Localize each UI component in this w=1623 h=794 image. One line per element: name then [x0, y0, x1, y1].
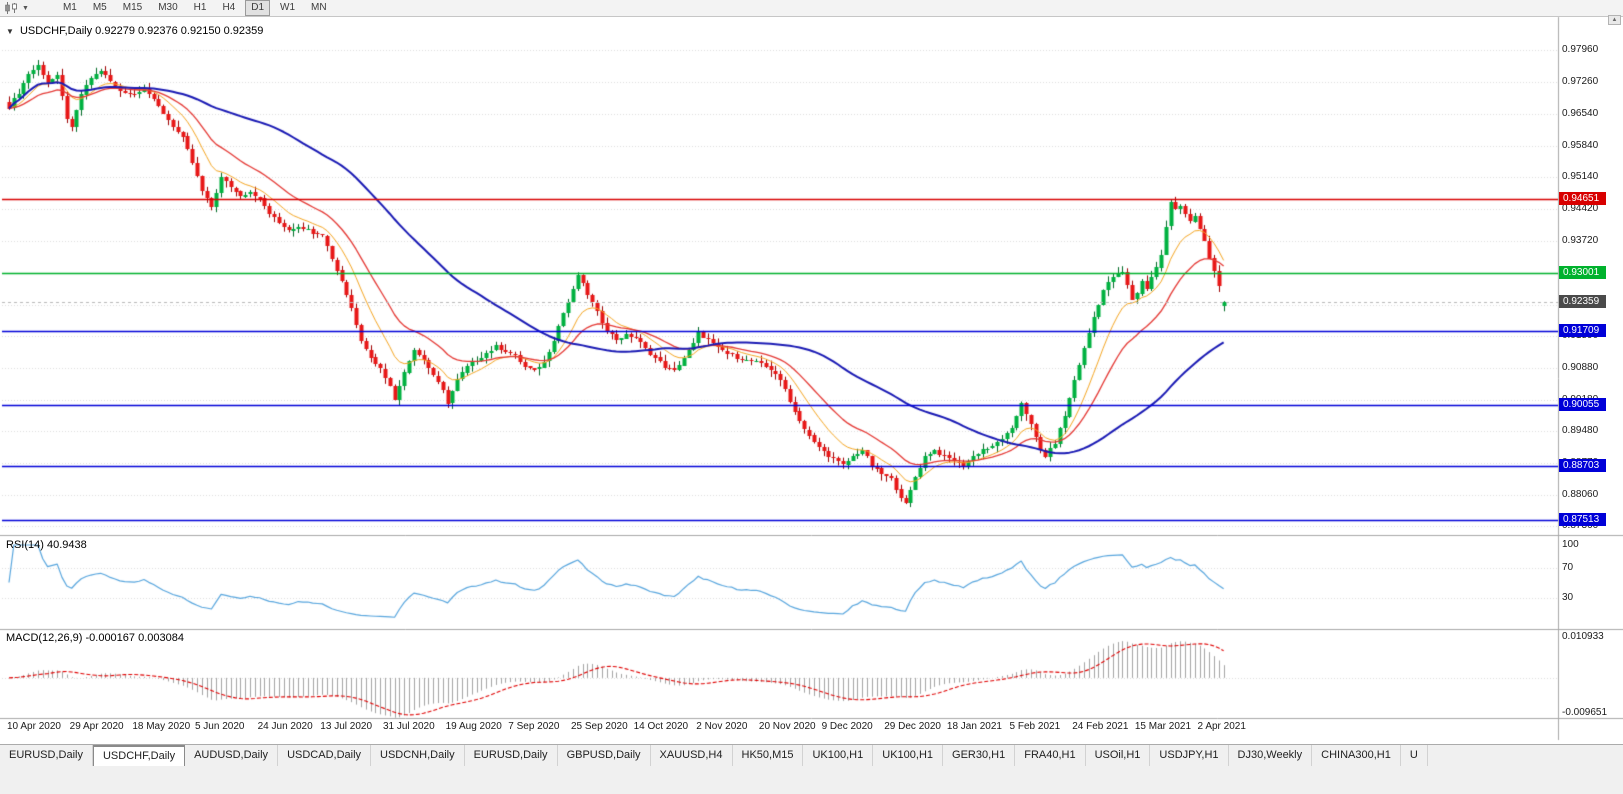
timeframe-button-h1[interactable]: H1: [193, 2, 207, 13]
chart-tab-uk100-h1[interactable]: UK100,H1: [803, 745, 874, 766]
top-toolbar: ▼ M1 M5 M15 M30 H1 H4 D1 W1 MN: [0, 0, 1623, 17]
chart-tab-audusd-daily[interactable]: AUDUSD,Daily: [185, 745, 279, 766]
chart-tabbar: EURUSD,Daily USDCHF,Daily AUDUSD,Daily USDC…: [0, 744, 1623, 766]
chevron-down-icon: ▼: [22, 4, 29, 12]
chart-tab-fra40-h1[interactable]: FRA40,H1: [1015, 745, 1086, 766]
timeframe-button-d1[interactable]: D1: [245, 0, 271, 16]
chart-tab-hk50-m15[interactable]: HK50,M15: [732, 745, 804, 766]
chart-tab-u[interactable]: U: [1400, 745, 1428, 766]
resistance-line-tag[interactable]: 0.94651: [1559, 191, 1606, 205]
chart-tab-gbpusd-daily[interactable]: GBPUSD,Daily: [557, 745, 651, 766]
chart-tab-dj30-weekly[interactable]: DJ30,Weekly: [1228, 745, 1313, 766]
chart-tab-usdjpy-h1[interactable]: USDJPY,H1: [1150, 745, 1229, 766]
timeframe-button-m30[interactable]: M30: [158, 2, 178, 13]
chart-tab-usdchf-daily[interactable]: USDCHF,Daily: [92, 745, 186, 766]
timeframe-button-m5[interactable]: M5: [92, 2, 107, 13]
support-line-tag[interactable]: 0.90055: [1559, 398, 1606, 412]
support-line-tag[interactable]: 0.91709: [1559, 324, 1606, 338]
chart-tab-china300-h1[interactable]: CHINA300,H1: [1312, 745, 1401, 766]
chart-tab-xauusd-h4[interactable]: XAUUSD,H4: [650, 745, 733, 766]
chart-tab-uk100-h1[interactable]: UK100,H1: [873, 745, 944, 766]
chart-tab-eurusd-daily[interactable]: EURUSD,Daily: [0, 745, 93, 766]
collapse-subwindow-icon[interactable]: ▼: [6, 27, 14, 36]
candlestick-chart-icon: [5, 2, 17, 14]
chart-tab-usdcnh-daily[interactable]: USDCNH,Daily: [371, 745, 465, 766]
timeframe-button-w1[interactable]: W1: [280, 2, 296, 13]
timeframe-button-h4[interactable]: H4: [222, 2, 236, 13]
chart-scroll-up-button[interactable]: ▲: [1608, 15, 1621, 25]
chart-tab-ger30-h1[interactable]: GER30,H1: [943, 745, 1016, 766]
timeframe-button-row: M1 M5 M15 M30 H1 H4 D1 W1 MN: [57, 0, 333, 16]
chart-tab-area: EURUSD,Daily USDCHF,Daily AUDUSD,Daily USDC…: [0, 744, 1623, 794]
support-line-tag[interactable]: 0.88703: [1559, 459, 1606, 473]
support-line-tag[interactable]: 0.87513: [1559, 512, 1606, 526]
timeframe-button-mn[interactable]: MN: [311, 2, 327, 13]
timeframe-button-m1[interactable]: M1: [62, 2, 77, 13]
support-line-tag[interactable]: 0.93001: [1559, 266, 1606, 280]
chart-tab-usdcad-daily[interactable]: USDCAD,Daily: [278, 745, 372, 766]
current-price-tag: 0.92359: [1559, 294, 1606, 308]
timeframe-button-m15[interactable]: M15: [122, 2, 143, 13]
chart-type-button[interactable]: ▼: [4, 2, 29, 14]
chart-tab-usoil-h1[interactable]: USOil,H1: [1085, 745, 1151, 766]
chart-tab-eurusd-daily[interactable]: EURUSD,Daily: [464, 745, 558, 766]
